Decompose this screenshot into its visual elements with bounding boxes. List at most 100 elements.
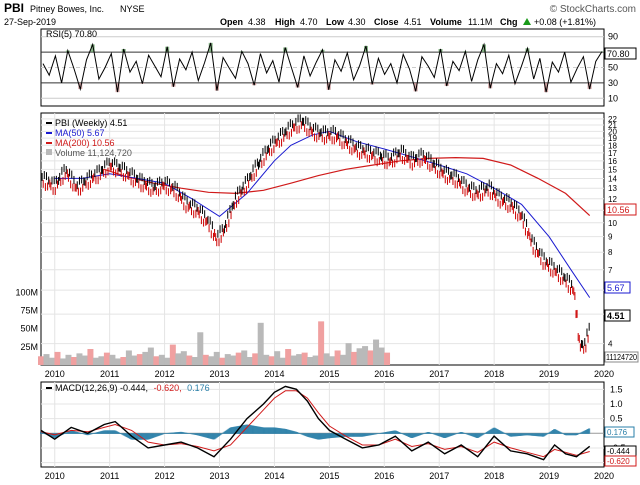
macd-histogram-bar — [580, 432, 583, 434]
volume-bar — [81, 355, 88, 365]
macd-histogram-bar — [457, 432, 460, 434]
macd-histogram-bar — [556, 430, 559, 434]
macd-histogram-bar — [377, 433, 380, 434]
macd-histogram-bar — [491, 428, 494, 434]
x-tick-label: 2010 — [45, 471, 65, 481]
macd-histogram-bar — [439, 433, 442, 437]
macd-histogram-bar — [502, 432, 505, 434]
macd-histogram-bar — [572, 433, 575, 436]
volume-bar — [147, 347, 154, 365]
x-tick-label: 2015 — [319, 369, 339, 379]
macd-histogram-bar — [310, 433, 313, 438]
macd-histogram-bar — [283, 428, 286, 434]
volume-bar — [219, 357, 226, 365]
macd-histogram-bar — [382, 432, 385, 434]
macd-histogram-bar — [275, 427, 278, 434]
macd-histogram-bar — [383, 432, 386, 434]
macd-histogram-bar — [243, 424, 246, 434]
volume-bar — [164, 357, 171, 365]
x-tick-label: 2017 — [429, 369, 449, 379]
macd-histogram-bar — [222, 432, 225, 434]
macd-histogram-bar — [417, 433, 420, 436]
macd-histogram-bar — [200, 433, 203, 437]
macd-histogram-bar — [484, 432, 487, 434]
macd-histogram-bar — [65, 432, 68, 434]
exchange: NYSE — [120, 4, 145, 14]
macd-histogram-bar — [454, 433, 457, 435]
macd-histogram-bar — [333, 433, 336, 438]
volume-bar — [158, 354, 165, 365]
macd-histogram-bar — [248, 424, 251, 434]
macd-histogram-bar — [428, 432, 431, 434]
macd-histogram-bar — [577, 433, 580, 435]
macd-histogram-bar — [565, 433, 568, 436]
macd-title: MACD(12,26,9) -0.444, -0.620, 0.176 — [46, 383, 210, 393]
ma200-legend-label: MA(200) 10.56 — [55, 138, 115, 148]
macd-histogram-bar — [68, 431, 71, 434]
price-tick-label: 13 — [608, 184, 617, 193]
macd-histogram-bar — [298, 432, 301, 434]
macd-histogram-bar — [495, 428, 498, 434]
macd-histogram-bar — [365, 433, 368, 437]
macd-histogram-bar — [560, 432, 563, 434]
macd-histogram-bar — [282, 428, 285, 434]
macd-histogram-bar — [108, 430, 111, 434]
macd-histogram-bar — [208, 433, 211, 439]
macd-histogram-bar — [573, 433, 576, 436]
macd-histogram-bar — [157, 433, 160, 436]
macd-histogram-bar — [351, 433, 354, 437]
ma50-value-box — [604, 281, 631, 294]
macd-histogram-bar — [394, 430, 397, 434]
volume-bar — [125, 350, 132, 365]
symbol: PBI — [4, 1, 24, 15]
macd-histogram-bar — [372, 433, 375, 435]
macd-histogram-bar — [513, 433, 516, 437]
macd-histogram-bar — [461, 432, 464, 434]
close-value-box — [604, 309, 631, 322]
macd-histogram-bar — [166, 433, 169, 434]
macd-histogram-bar — [192, 433, 195, 435]
macd-histogram-bar — [466, 433, 469, 435]
macd-histogram-bar — [320, 433, 323, 440]
macd-line — [40, 385, 591, 461]
macd-histogram-bar — [434, 433, 437, 435]
macd-histogram-bar — [551, 429, 554, 434]
macd-histogram-bar — [311, 433, 314, 439]
macd-histogram-bar — [141, 433, 144, 440]
macd-histogram-bar — [125, 433, 128, 438]
macd-hist-legend-value: 0.176 — [187, 383, 210, 393]
macd-histogram-bar — [211, 433, 214, 440]
macd-histogram-bar — [87, 433, 90, 436]
price-tick-label: 12 — [608, 195, 617, 204]
macd-histogram-bar — [360, 433, 363, 437]
macd-histogram-bar — [449, 433, 452, 437]
macd-histogram-bar — [181, 432, 184, 434]
volume-bar — [274, 351, 281, 365]
x-tick-label: 2013 — [209, 471, 229, 481]
macd-histogram-bar — [462, 432, 465, 434]
macd-histogram-bar — [370, 433, 373, 436]
macd-legend-value: MACD(12,26,9) -0.444, — [55, 383, 148, 393]
macd-histogram-bar — [529, 433, 532, 436]
macd-histogram-bar — [505, 433, 508, 435]
macd-histogram-bar — [168, 432, 171, 434]
macd-histogram-bar — [234, 426, 237, 434]
macd-histogram-bar — [226, 429, 229, 434]
macd-histogram-bar — [54, 433, 57, 438]
macd-histogram-bar — [102, 430, 105, 434]
macd-histogram-bar — [469, 433, 472, 436]
macd-histogram-bar — [324, 433, 327, 439]
macd-histogram-bar — [88, 433, 91, 435]
macd-histogram-bar — [534, 433, 537, 436]
macd-histogram-bar — [447, 433, 450, 437]
macd-histogram-bar — [503, 433, 506, 434]
macd-histogram-bar — [514, 433, 517, 437]
macd-histogram-bar — [189, 433, 192, 434]
macd-histogram-bar — [512, 433, 515, 437]
macd-signal-legend-value: -0.620, — [154, 383, 182, 393]
macd-histogram-bar — [289, 430, 292, 434]
macd-histogram-bar — [334, 433, 337, 438]
macd-histogram-bar — [227, 428, 230, 434]
macd-histogram-bar — [571, 433, 574, 436]
